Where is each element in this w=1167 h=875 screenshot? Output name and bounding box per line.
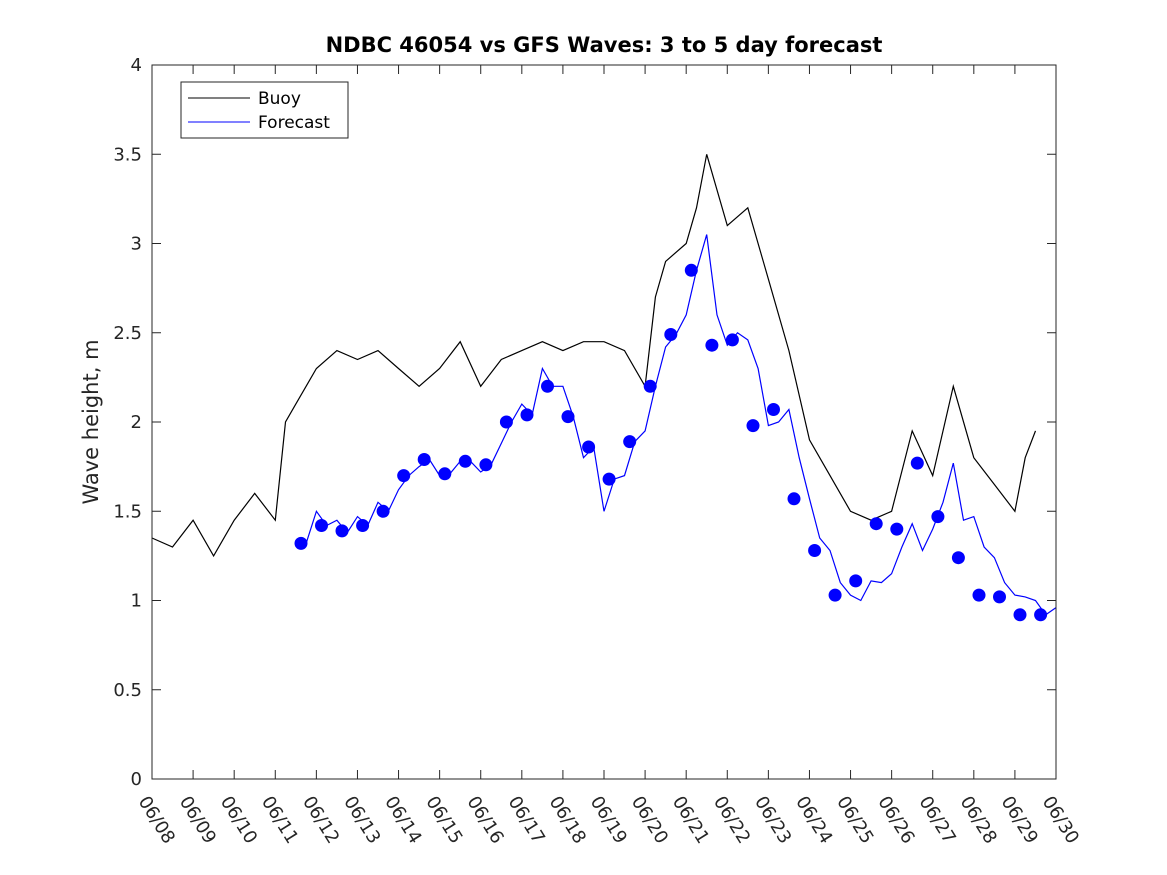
legend-box (180, 81, 349, 139)
forecast-marker (623, 435, 637, 449)
x-tick-label: 06/25 (832, 793, 877, 848)
forecast-marker (808, 544, 822, 557)
x-tick-label: 06/12 (298, 793, 343, 848)
forecast-marker (705, 338, 719, 352)
y-tick-label: 0.5 (113, 680, 142, 701)
legend: Buoy Forecast (180, 81, 349, 139)
x-tick-label: 06/24 (791, 793, 836, 848)
forecast-marker (828, 588, 842, 602)
x-tick-label: 06/11 (257, 793, 302, 848)
forecast-marker (849, 574, 863, 588)
forecast-marker (479, 458, 493, 472)
y-tick-label: 4 (131, 55, 142, 76)
x-tick-label: 06/23 (750, 793, 795, 848)
x-tick-label: 06/26 (873, 793, 918, 848)
x-tick-label: 06/20 (627, 793, 672, 848)
legend-label-buoy: Buoy (258, 89, 301, 109)
y-tick-label: 3 (131, 234, 142, 255)
y-tick-label: 1 (131, 591, 142, 612)
forecast-marker (993, 590, 1006, 604)
x-tick-label: 06/09 (175, 793, 220, 848)
forecast-marker (335, 524, 349, 538)
forecast-marker (787, 492, 801, 506)
y-axis-label: Wave height, m (79, 339, 103, 504)
x-tick-label: 06/15 (421, 793, 466, 848)
x-tick-label: 06/28 (956, 793, 1001, 848)
forecast-marker (931, 510, 945, 524)
y-tick-label: 2.5 (113, 323, 142, 344)
forecast-marker (725, 333, 739, 347)
forecast-marker (767, 403, 780, 416)
forecast-marker (561, 410, 575, 424)
x-tick-label: 06/14 (380, 793, 425, 848)
forecast-marker (910, 456, 924, 470)
forecast-marker (1013, 608, 1027, 622)
x-tick-label: 06/29 (997, 793, 1042, 848)
x-tick-label: 06/22 (709, 793, 754, 848)
legend-label-forecast: Forecast (258, 113, 330, 133)
forecast-marker (582, 440, 596, 454)
forecast-marker (356, 519, 370, 532)
x-tick-label: 06/10 (216, 793, 261, 848)
forecast-marker (458, 454, 472, 468)
forecast-marker (643, 379, 657, 393)
forecast-marker (746, 419, 760, 433)
plot-area (152, 65, 1056, 779)
y-tick-label: 1.5 (113, 501, 142, 522)
x-tick-label: 06/13 (339, 793, 384, 848)
x-tick-label: 06/21 (668, 793, 713, 848)
x-tick-label: 06/27 (914, 793, 959, 848)
forecast-marker (499, 415, 513, 429)
forecast-marker (602, 472, 616, 486)
forecast-marker (417, 453, 431, 466)
x-tick-label: 06/19 (586, 793, 631, 848)
forecast-marker (951, 551, 965, 565)
forecast-marker (972, 588, 986, 602)
forecast-marker (397, 469, 411, 483)
y-tick-label: 2 (131, 412, 142, 433)
forecast-marker (890, 522, 904, 536)
x-tick-label: 06/08 (134, 793, 179, 848)
forecast-marker (520, 408, 534, 422)
forecast-marker (869, 517, 883, 531)
chart-title: NDBC 46054 vs GFS Waves: 3 to 5 day fore… (326, 33, 883, 57)
x-tick-label: 06/16 (462, 793, 507, 848)
y-tick-label: 0 (131, 769, 142, 790)
forecast-marker (541, 379, 554, 393)
forecast-marker (438, 467, 452, 481)
x-tick-label: 06/17 (504, 793, 549, 848)
forecast-marker (664, 328, 678, 341)
forecast-series-line (305, 234, 1057, 616)
series-layer (151, 154, 1057, 622)
buoy-series-line (151, 154, 1037, 558)
x-tick-label: 06/18 (545, 793, 590, 848)
x-tick-label: 06/30 (1038, 793, 1083, 848)
y-tick-label: 3.5 (113, 144, 142, 165)
forecast-marker (376, 504, 390, 518)
forecast-marker (294, 536, 308, 550)
forecast-marker (1034, 608, 1048, 622)
forecast-marker (684, 263, 698, 277)
forecast-marker (315, 519, 328, 532)
